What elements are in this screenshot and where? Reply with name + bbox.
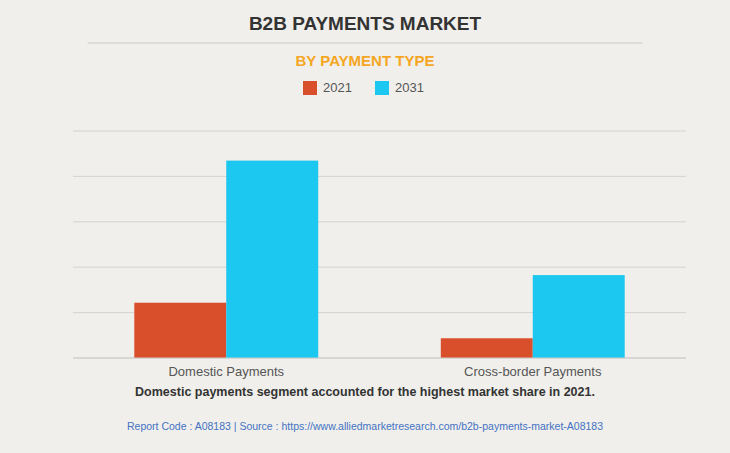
bar	[441, 338, 533, 358]
grid-line	[73, 221, 686, 222]
grid-line	[73, 176, 686, 177]
legend: 2021 2031	[303, 80, 424, 95]
bar	[226, 161, 318, 358]
grid	[73, 131, 686, 358]
x-tick-label: Domestic Payments	[168, 364, 284, 379]
grid-line	[73, 267, 686, 268]
x-tick-label: Cross-border Payments	[464, 364, 602, 379]
bars	[134, 161, 624, 358]
x-axis-line	[73, 358, 686, 359]
title: B2B PAYMENTS MARKET	[249, 13, 482, 34]
bar	[134, 303, 226, 358]
x-axis: Domestic Payments Cross-border Payments	[168, 364, 601, 379]
title-rule	[88, 42, 643, 43]
legend-label: 2031	[395, 80, 424, 95]
background	[0, 0, 730, 453]
legend-swatch	[303, 81, 317, 95]
bar	[533, 275, 625, 358]
footer-note: Domestic payments segment accounted for …	[135, 385, 595, 399]
footer-source: Report Code : A08183 | Source : https://…	[127, 420, 603, 432]
legend-label: 2021	[323, 80, 352, 95]
grid-line	[73, 131, 686, 132]
legend-swatch	[375, 81, 389, 95]
subtitle: BY PAYMENT TYPE	[296, 52, 435, 69]
chart-svg: B2B PAYMENTS MARKETBY PAYMENT TYPE202120…	[0, 0, 730, 453]
grid-line	[73, 358, 686, 359]
chart-container: B2B PAYMENTS MARKETBY PAYMENT TYPE202120…	[0, 0, 730, 453]
